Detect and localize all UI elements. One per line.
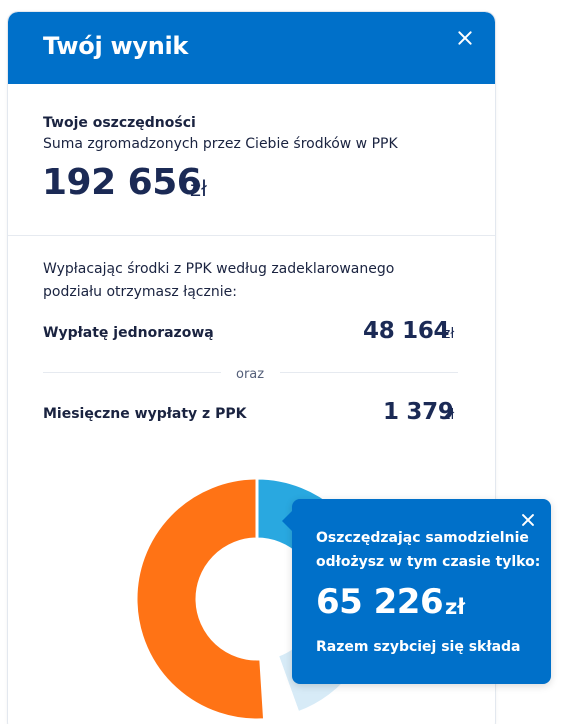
divider-text: oraz [236, 367, 265, 382]
popup-line-1: Oszczędzając samodzielnie [316, 530, 529, 546]
savings-title: Twoje oszczędności [43, 115, 196, 131]
savings-popup: Oszczędzając samodzielnie odłożysz w tym… [282, 499, 551, 684]
popup-close-icon[interactable] [518, 510, 538, 530]
savings-subtitle: Suma zgromadzonych przez Ciebie środków … [43, 136, 398, 152]
monthly-value: 1 379 [383, 399, 454, 425]
donut-segment-orange [134, 476, 267, 722]
popup-currency: zł [445, 595, 466, 619]
monthly-label: Miesięczne wypłaty z PPK [43, 406, 247, 422]
popup-line-2: odłożysz w tym czasie tylko: [316, 554, 541, 570]
card-title: Twój wynik [43, 32, 189, 60]
divider-right [280, 372, 458, 373]
popup-arrow [282, 511, 292, 531]
result-card: Twój wynik Twoje oszczędności Suma zgrom… [8, 12, 495, 724]
lump-sum-currency: zł [443, 326, 455, 342]
popup-amount: 65 226 [316, 582, 444, 622]
divider-left [43, 372, 221, 373]
payout-intro: Wypłacając środki z PPK według zadeklaro… [43, 261, 395, 300]
monthly-currency: zł [443, 407, 455, 423]
savings-amount: 192 656 [42, 162, 202, 203]
card-header: Twój wynik [8, 12, 495, 84]
lump-sum-label: Wypłatę jednorazową [43, 325, 214, 341]
popup-footer: Razem szybciej się składa [316, 639, 521, 655]
savings-section: Twoje oszczędności Suma zgromadzonych pr… [8, 84, 495, 236]
lump-sum-value: 48 164 [363, 318, 450, 344]
close-icon[interactable] [454, 27, 476, 49]
savings-currency: zł [190, 177, 207, 201]
